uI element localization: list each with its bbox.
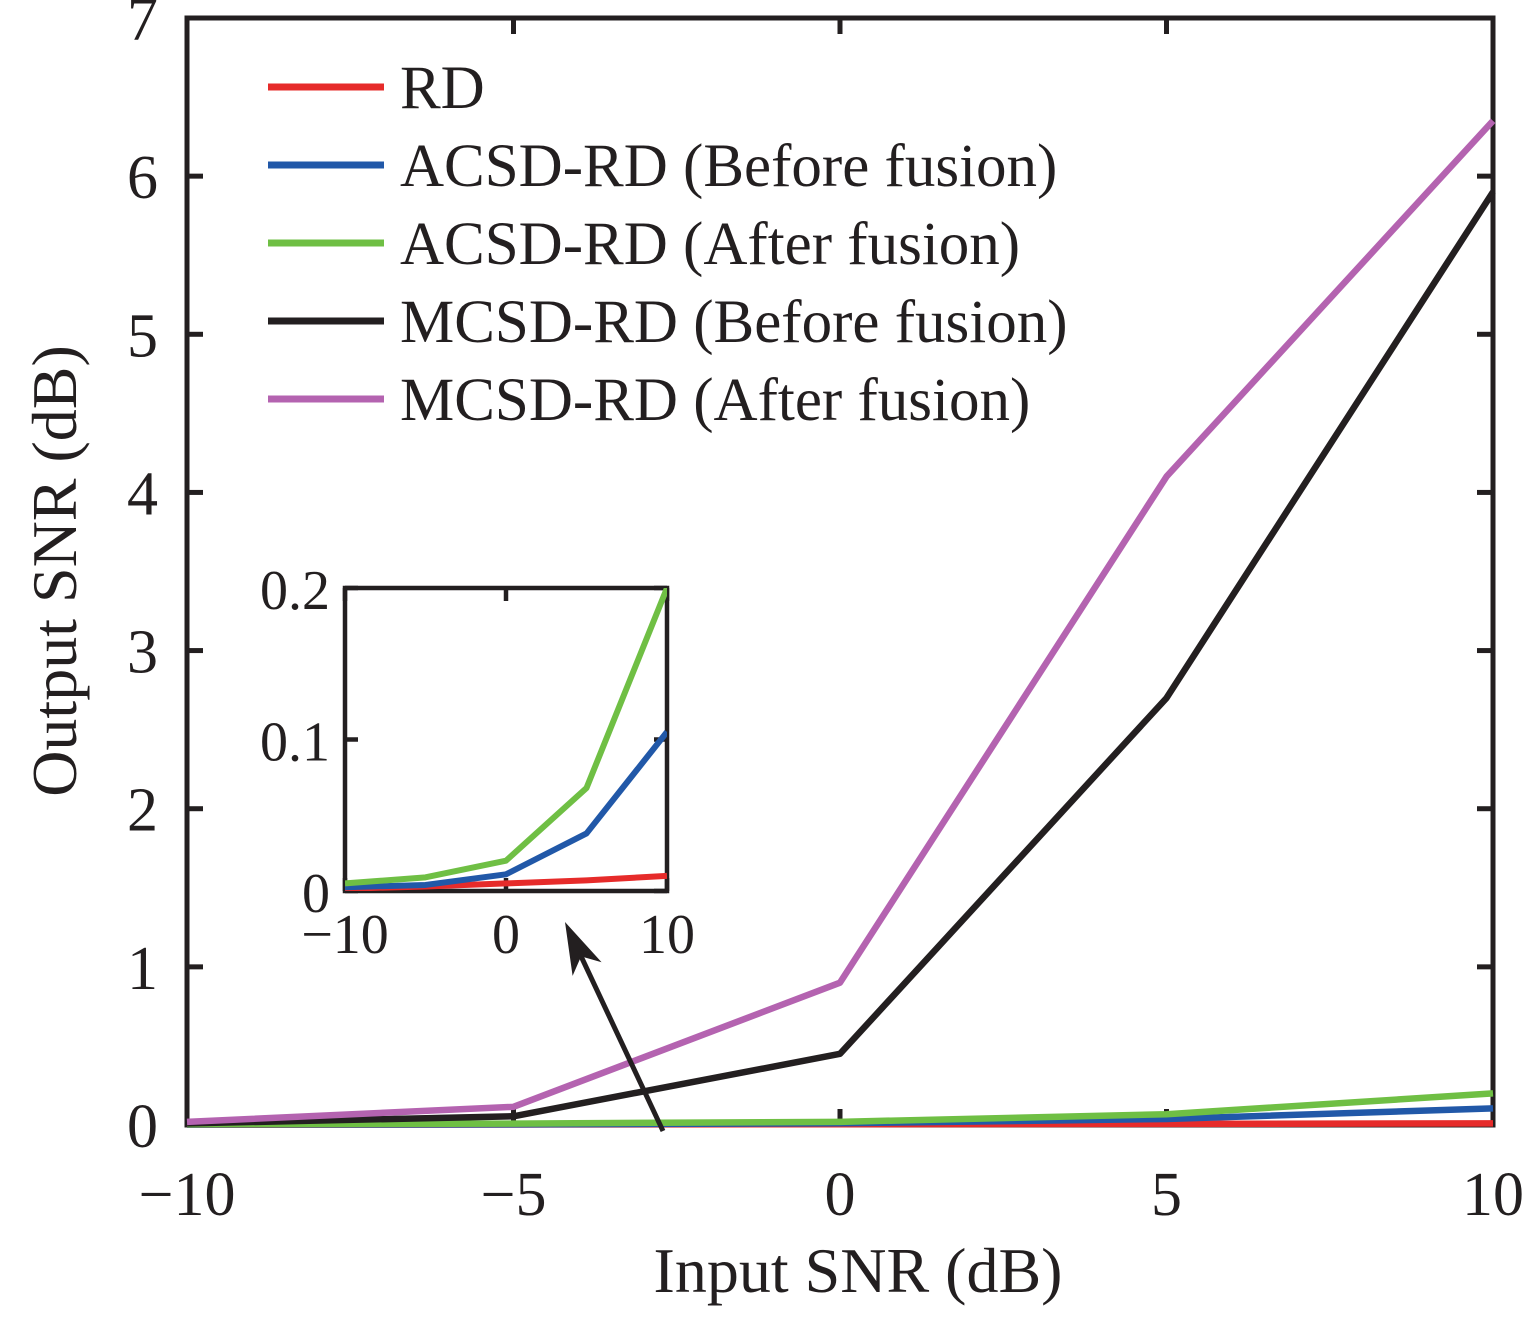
x-tick-label: 5 bbox=[1151, 1161, 1182, 1229]
legend-label-acsd-rd-before-fusion: ACSD-RD (Before fusion) bbox=[400, 133, 1057, 200]
legend-item-acsd-rd-after-fusion: ACSD-RD (After fusion) bbox=[268, 211, 1020, 278]
legend-item-rd: RD bbox=[268, 55, 485, 122]
x-tick-label: 10 bbox=[1462, 1161, 1524, 1229]
x-tick-label: −10 bbox=[139, 1161, 236, 1229]
x-axis-label: Input SNR (dB) bbox=[654, 1235, 1063, 1306]
legend-item-mcsd-rd-after-fusion: MCSD-RD (After fusion) bbox=[268, 367, 1030, 434]
inset-plot-frame bbox=[342, 585, 670, 894]
y-axis-label: Output SNR (dB) bbox=[19, 345, 90, 797]
x-tick-label: 0 bbox=[825, 1161, 856, 1229]
series-line-mcsd-rd-before-fusion bbox=[186, 190, 1496, 1127]
y-tick-label: 2 bbox=[127, 777, 158, 845]
y-tick-label: 6 bbox=[127, 144, 158, 212]
legend-label-mcsd-rd-before-fusion: MCSD-RD (Before fusion) bbox=[400, 289, 1068, 356]
legend-label-mcsd-rd-after-fusion: MCSD-RD (After fusion) bbox=[400, 367, 1030, 434]
annotation-arrowhead-icon bbox=[565, 922, 602, 976]
y-tick-label: 4 bbox=[127, 460, 158, 528]
legend-label-rd: RD bbox=[400, 55, 485, 122]
y-tick-label: 3 bbox=[127, 619, 158, 687]
y-tick-label: 7 bbox=[127, 0, 158, 54]
y-tick-label: 5 bbox=[127, 302, 158, 370]
inset-x-tick-label: 0 bbox=[492, 904, 520, 966]
inset-y-tick-label: 0 bbox=[302, 863, 330, 925]
annotation-arrow-line bbox=[577, 951, 666, 1133]
inset-x-tick-label: 10 bbox=[639, 904, 695, 966]
legend-item-mcsd-rd-before-fusion: MCSD-RD (Before fusion) bbox=[268, 289, 1068, 356]
y-tick-label: 0 bbox=[127, 1093, 158, 1161]
inset-series-line-acsd-rd-after-fusion bbox=[345, 588, 667, 887]
inset-y-tick-label: 0.1 bbox=[260, 712, 330, 774]
series-line-acsd-rd-after-fusion bbox=[186, 1090, 1494, 1128]
inset-series-line-acsd-rd-before-fusion bbox=[345, 730, 667, 891]
legend-item-acsd-rd-before-fusion: ACSD-RD (Before fusion) bbox=[268, 133, 1057, 200]
legend-label-acsd-rd-after-fusion: ACSD-RD (After fusion) bbox=[400, 211, 1020, 278]
series-line-mcsd-rd-after-fusion bbox=[186, 118, 1496, 1126]
chart-generated-content: −10 −5 0 5 10 0 1 2 3 4 5 6 7 RD ACSD-RD (Before fusio… bbox=[127, 0, 1524, 1229]
y-tick-label: 1 bbox=[127, 935, 158, 1003]
inset-x-tick-label: −10 bbox=[301, 904, 389, 966]
inset-y-tick-label: 0.2 bbox=[260, 560, 330, 622]
x-tick-label: −5 bbox=[481, 1161, 547, 1229]
